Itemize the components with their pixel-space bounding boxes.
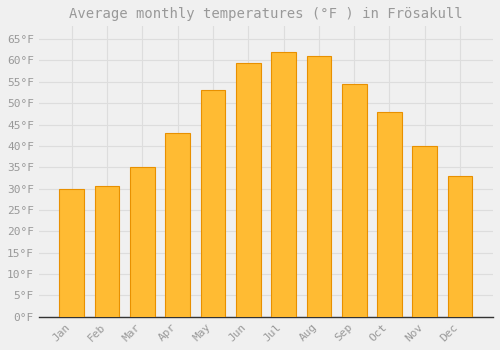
Bar [130, 167, 155, 317]
Bar [306, 56, 331, 317]
Bar [377, 112, 402, 317]
Bar [342, 84, 366, 317]
Bar [60, 189, 84, 317]
Bar [94, 187, 120, 317]
Title: Average monthly temperatures (°F ) in Frösakull: Average monthly temperatures (°F ) in Fr… [69, 7, 462, 21]
Bar [200, 90, 226, 317]
Bar [271, 52, 296, 317]
Bar [412, 146, 437, 317]
Bar [448, 176, 472, 317]
Bar [166, 133, 190, 317]
Bar [236, 63, 260, 317]
